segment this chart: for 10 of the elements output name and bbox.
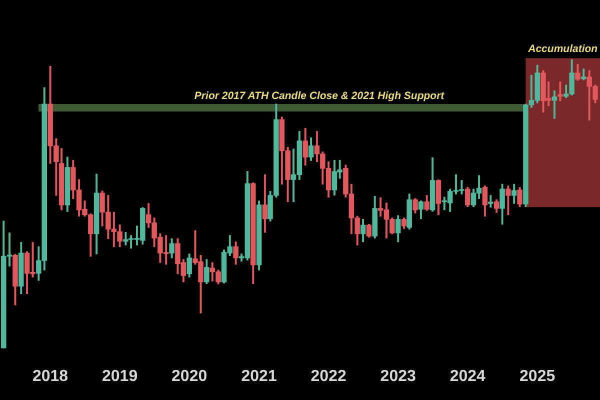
x-tick-label: 2019 — [102, 368, 138, 385]
band-label: Accumulation — [527, 43, 598, 56]
x-tick-label: 2023 — [380, 368, 416, 385]
x-tick-label: 2022 — [310, 368, 346, 385]
x-tick-label: 2024 — [450, 368, 486, 385]
x-tick-label: 2018 — [32, 368, 68, 385]
band-label: Prior 2017 ATH Candle Close & 2021 High Support — [194, 90, 445, 102]
x-tick-label: 2020 — [172, 368, 208, 385]
x-tick-label: 2025 — [520, 368, 556, 385]
x-tick-label: 2021 — [241, 368, 277, 385]
